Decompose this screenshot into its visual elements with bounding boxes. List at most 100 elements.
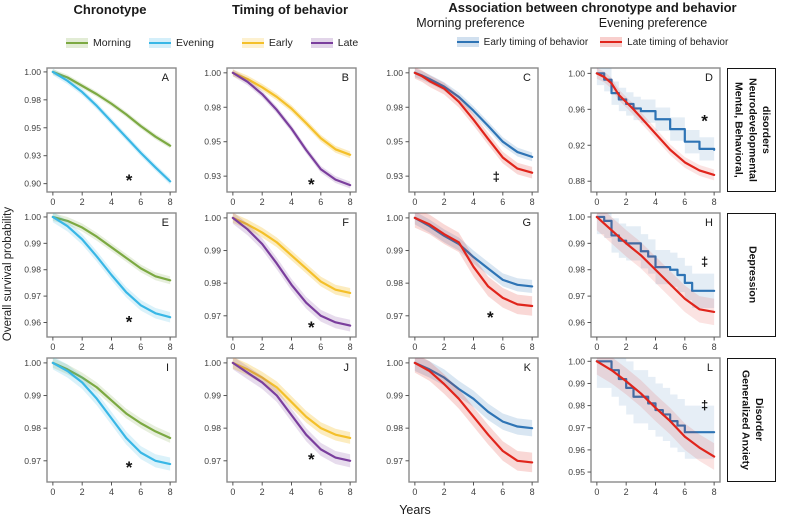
legend-label: Late timing of behavior	[627, 36, 729, 48]
x-tick-label: 8	[168, 197, 173, 207]
y-tick-label: 0.99	[386, 391, 403, 401]
y-tick-label: 0.98	[204, 423, 221, 433]
x-tick-label: 2	[80, 197, 85, 207]
panel-A: 1.00 0.98 0.95 0.93 0.90 0 2 4 6 8 * A	[24, 67, 177, 207]
ci-band-early	[232, 69, 351, 159]
panel-letter: F	[342, 217, 349, 229]
legend-swatch-evening	[148, 38, 171, 48]
survival-line-late	[231, 71, 352, 187]
y-tick-label: 0.98	[386, 278, 403, 288]
y-tick-label: 0.99	[568, 378, 585, 388]
y-tick-label: 0.92	[568, 140, 585, 150]
y-tick-label: 0.93	[386, 171, 403, 181]
panel-J: 1.00 0.99 0.98 0.97 0 2 4 6 8 * J	[204, 357, 357, 497]
panel-D: 1.00 0.96 0.92 0.88 0 2 4 6 8 * D	[568, 67, 721, 207]
significance-marker: *	[308, 175, 315, 194]
x-tick-label: 0	[594, 487, 599, 497]
panel-C: 1.00 0.98 0.95 0.93 0 2 4 6 8 ‡ C	[386, 67, 539, 207]
legend-label: Evening	[175, 37, 214, 49]
y-tick-label: 0.98	[204, 102, 221, 112]
x-tick-label: 4	[109, 487, 114, 497]
panel-letter: E	[162, 217, 169, 229]
y-tick-label: 1.00	[204, 68, 221, 78]
x-tick-label: 0	[230, 197, 235, 207]
significance-marker: ‡	[493, 169, 500, 184]
legend-item-morning: Morning	[66, 37, 131, 49]
x-tick-label: 0	[50, 342, 55, 352]
legend-swatch-late_timing	[600, 37, 623, 47]
row-strip-mental-behavioral: Mental, Behavioral, Neurodevelopmental d…	[727, 68, 776, 192]
panel-I: 1.00 0.99 0.98 0.97 0 2 4 6 8 * I	[24, 357, 177, 497]
legend-item-late: Late	[310, 37, 358, 49]
x-tick-label: 6	[500, 487, 505, 497]
subtitle-morning-preference: Morning preference	[416, 16, 525, 30]
column-title-timing: Timing of behavior	[231, 2, 349, 17]
y-tick-label: 0.99	[204, 246, 221, 256]
significance-marker: *	[487, 308, 494, 327]
y-tick-label: 1.00	[568, 68, 585, 78]
legend-timing: Early Late	[200, 34, 400, 52]
x-tick-label: 4	[289, 487, 294, 497]
x-tick-label: 0	[594, 197, 599, 207]
y-tick-label: 0.97	[24, 456, 41, 466]
ci-band-late_timing	[414, 68, 533, 179]
y-tick-label: 0.98	[568, 401, 585, 411]
x-tick-label: 6	[682, 197, 687, 207]
significance-marker: ‡	[701, 254, 708, 269]
y-tick-label: 0.97	[24, 291, 41, 301]
significance-marker: *	[701, 111, 708, 130]
significance-marker: *	[308, 318, 315, 337]
x-tick-label: 8	[530, 197, 535, 207]
survival-line-late	[231, 216, 352, 327]
y-tick-label: 0.95	[24, 123, 41, 133]
x-tick-label: 4	[653, 342, 658, 352]
legend-item-early: Early	[241, 37, 293, 49]
y-tick-label: 1.00	[568, 356, 585, 366]
x-tick-label: 2	[260, 342, 265, 352]
row-strip-label: Depression	[746, 246, 759, 304]
panel-letter: I	[166, 362, 169, 374]
x-tick-label: 0	[230, 487, 235, 497]
x-tick-label: 4	[109, 197, 114, 207]
x-tick-label: 8	[348, 487, 353, 497]
legend-swatch-late	[310, 38, 333, 48]
y-tick-label: 0.96	[568, 317, 585, 327]
x-tick-label: 2	[442, 197, 447, 207]
legend-label: Morning	[93, 37, 131, 49]
panel-letter: H	[705, 217, 713, 229]
y-tick-label: 0.98	[24, 423, 41, 433]
y-tick-label: 0.98	[24, 265, 41, 275]
panel-H: 1.00 0.99 0.98 0.97 0.96 0 2 4 6 8 ‡ H	[568, 212, 721, 352]
x-tick-label: 4	[289, 342, 294, 352]
x-tick-label: 6	[138, 197, 143, 207]
y-tick-label: 0.93	[204, 171, 221, 181]
y-tick-label: 0.97	[568, 423, 585, 433]
x-tick-label: 6	[138, 342, 143, 352]
significance-marker: *	[126, 458, 133, 477]
x-tick-label: 8	[712, 487, 717, 497]
legend-swatch-early	[241, 38, 264, 48]
survival-line-early	[231, 71, 352, 156]
y-tick-label: 0.93	[24, 151, 41, 161]
panel-E: 1.00 0.99 0.98 0.97 0.96 0 2 4 6 8 * E	[24, 212, 177, 352]
x-tick-label: 4	[289, 197, 294, 207]
survival-line-early	[231, 361, 352, 440]
legend-label: Early timing of behavior	[483, 36, 589, 48]
x-tick-label: 8	[530, 487, 535, 497]
x-tick-label: 0	[412, 197, 417, 207]
x-tick-label: 2	[80, 342, 85, 352]
panel-letter: B	[342, 72, 349, 84]
x-tick-label: 8	[348, 342, 353, 352]
y-tick-label: 1.00	[386, 213, 403, 223]
x-tick-label: 0	[50, 487, 55, 497]
panel-B: 1.00 0.98 0.95 0.93 0 2 4 6 8 * B	[204, 67, 357, 207]
survival-line-early_timing	[595, 215, 716, 292]
legend-chronotype: Morning Evening	[40, 34, 240, 52]
x-tick-label: 2	[80, 487, 85, 497]
x-tick-label: 6	[318, 342, 323, 352]
y-tick-label: 0.97	[386, 311, 403, 321]
x-tick-label: 4	[109, 342, 114, 352]
ci-band-evening	[52, 358, 171, 471]
